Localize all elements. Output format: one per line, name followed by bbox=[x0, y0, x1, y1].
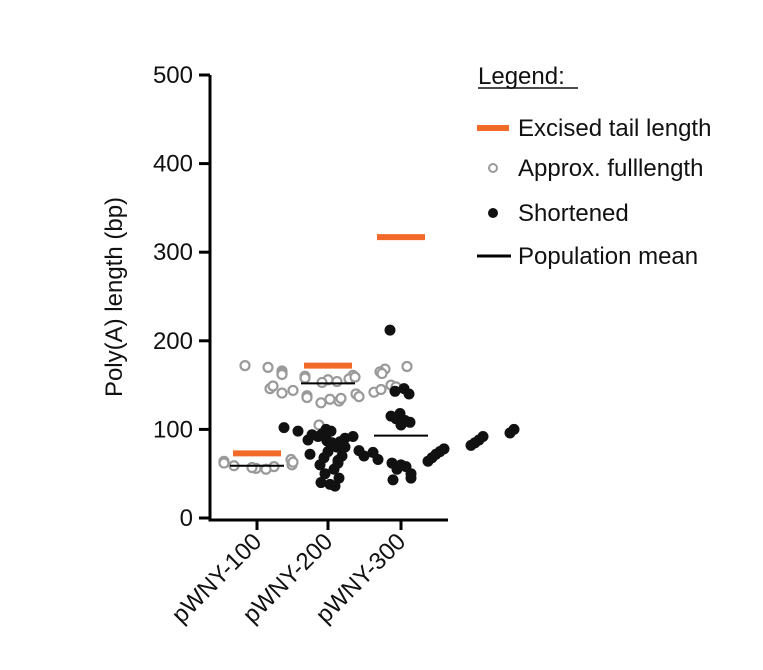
shortened-point bbox=[278, 422, 290, 434]
y-tick-label: 100 bbox=[153, 416, 193, 443]
approx-fulllength-point bbox=[353, 391, 365, 403]
shortened-point bbox=[314, 459, 326, 471]
y-tick-label: 0 bbox=[180, 505, 193, 532]
approx-fulllength-point bbox=[262, 361, 274, 373]
shortened-point bbox=[306, 429, 318, 441]
shortened-point bbox=[387, 474, 399, 486]
legend-label: Shortened bbox=[518, 200, 629, 227]
y-tick-label: 200 bbox=[153, 328, 193, 355]
y-axis-label: Poly(A) length (bp) bbox=[101, 197, 128, 397]
approx-fulllength-point bbox=[349, 371, 361, 383]
shortened-point bbox=[403, 388, 415, 400]
shortened-point bbox=[319, 468, 331, 480]
shortened-point bbox=[325, 438, 337, 450]
y-tick-label: 300 bbox=[153, 239, 193, 266]
approx-fulllength-point bbox=[276, 368, 288, 381]
shortened-point bbox=[358, 450, 370, 462]
shortened-point bbox=[389, 385, 401, 397]
shortened-point bbox=[329, 480, 341, 492]
shortened-point bbox=[504, 427, 516, 439]
shortened-point bbox=[395, 419, 407, 431]
shortened-point bbox=[372, 454, 384, 466]
approx-fulllength-point bbox=[301, 391, 313, 404]
legend-label: Population mean bbox=[518, 243, 698, 270]
approx-fulllength-point bbox=[239, 360, 251, 372]
shortened-point bbox=[384, 324, 396, 336]
approx-fulllength-point bbox=[401, 360, 413, 373]
legend-filled-circle-icon bbox=[488, 208, 498, 218]
shortened-point bbox=[315, 477, 327, 489]
legend-label: Approx. fulllength bbox=[518, 155, 703, 182]
shortened-point bbox=[292, 425, 304, 437]
y-ticks: 0 100 200 300 400 500 bbox=[153, 62, 210, 532]
legend: Legend: Excised tail length Approx. fulll… bbox=[477, 63, 711, 270]
approx-fulllength-point bbox=[331, 375, 343, 388]
approx-fulllength-point bbox=[287, 384, 299, 397]
shortened-point bbox=[465, 439, 477, 451]
approx-fulllength-point bbox=[299, 372, 311, 384]
shortened-point bbox=[422, 455, 434, 467]
legend-title: Legend: bbox=[478, 63, 565, 90]
shortened-point bbox=[404, 416, 416, 428]
legend-items: Excised tail length Approx. fulllength Sho… bbox=[477, 115, 711, 270]
shortened-point bbox=[405, 472, 417, 484]
data-points bbox=[218, 234, 520, 492]
shortened-point bbox=[328, 463, 340, 475]
legend-label: Excised tail length bbox=[518, 115, 711, 142]
approx-fulllength-point bbox=[335, 392, 347, 404]
y-tick-label: 400 bbox=[153, 151, 193, 178]
approx-fulllength-point bbox=[267, 380, 279, 392]
shortened-point bbox=[339, 441, 351, 453]
approx-fulllength-point bbox=[375, 383, 387, 396]
shortened-point bbox=[304, 448, 316, 460]
approx-fulllength-point bbox=[376, 367, 388, 380]
approx-fulllength-point bbox=[276, 387, 288, 399]
approx-fulllength-point bbox=[218, 457, 230, 469]
y-tick-label: 500 bbox=[153, 62, 193, 89]
approx-fulllength-point bbox=[246, 461, 258, 474]
approx-fulllength-point bbox=[324, 393, 336, 405]
legend-open-circle-icon bbox=[488, 163, 498, 173]
shortened-point bbox=[391, 463, 403, 475]
shortened-point bbox=[347, 430, 359, 442]
approx-fulllength-point bbox=[287, 456, 299, 468]
approx-fulllength-point bbox=[315, 397, 327, 409]
